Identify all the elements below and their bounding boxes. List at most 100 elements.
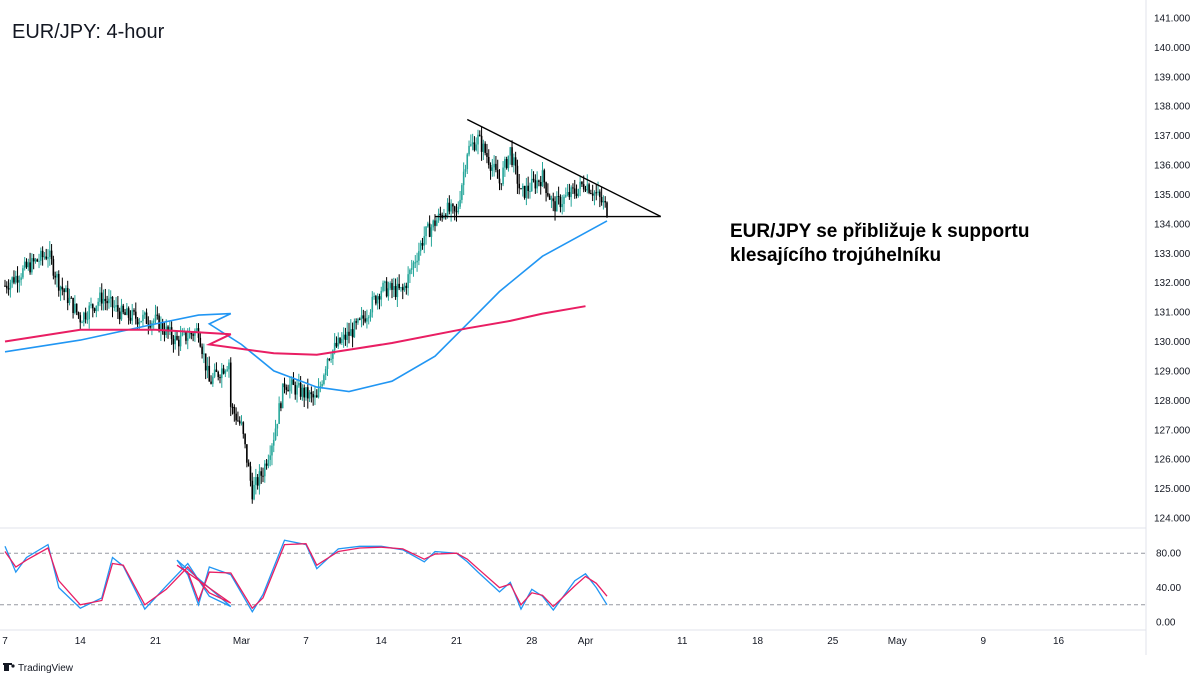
candle-body [498,178,501,184]
candle-body [326,358,329,369]
candle-body [217,371,220,378]
tradingview-logo: TradingView [3,663,74,674]
candle-body [428,223,431,237]
candle-body [195,328,198,331]
candle-body [493,163,495,168]
candle-body [156,314,159,316]
candle-body [231,406,234,408]
candle-body [93,308,96,312]
candle-body [521,185,524,189]
candle-body [310,392,313,395]
candle-body [294,384,297,395]
candle-body [281,383,284,409]
candle-body [185,331,187,341]
candle-body [91,304,94,309]
date-tick-label: 28 [526,636,538,647]
candle-body [557,196,560,198]
candle-body [434,220,436,226]
candle-body [351,329,354,338]
candle-body [532,178,535,181]
candle-body [385,281,388,297]
price-pane[interactable] [4,126,608,504]
candle-body [459,199,461,207]
candle-body [568,192,571,198]
candle-body [410,268,413,270]
date-tick-label: 14 [376,636,388,647]
candle-body [586,184,589,191]
candle-body [176,335,178,340]
candle-body [600,196,603,203]
candle-body [260,471,263,476]
candle-body [435,220,438,226]
candle-body [582,184,585,190]
candle-body [262,475,264,477]
candle-body [66,288,69,304]
candle-body [342,334,345,339]
candle-body [228,362,230,370]
candle-body [563,196,565,204]
candle-body [263,463,266,477]
candle-body [548,195,551,200]
candle-body [81,322,83,324]
candle-body [47,257,49,259]
price-tick-label: 139.000 [1154,72,1191,83]
candle-body [543,170,546,183]
tradingview-logo-icon [3,663,15,671]
candle-body [220,368,223,379]
date-tick-label: May [888,636,907,647]
candle-body [593,192,596,196]
candle-body [290,379,293,385]
candle-body [446,202,449,217]
candle-body [18,280,21,283]
candle-body [48,250,51,258]
date-tick-label: 7 [2,636,8,647]
candle-body [547,193,549,196]
candle-body [597,191,599,194]
candle-body [143,312,146,315]
candle-body [244,433,246,445]
candle-body [364,318,366,322]
candle-body [514,157,517,166]
candle-body [332,350,334,359]
candle-body [529,190,531,192]
candle-body [541,170,544,187]
candle-body [344,334,347,340]
candle-body [505,159,508,169]
candle-body [530,178,533,191]
candle-body [208,365,211,382]
candle-body [233,406,236,414]
candle-body [539,181,542,187]
candle-body [206,365,209,371]
candle-body [160,322,162,332]
candle-body [212,376,214,384]
candle-body [29,262,31,273]
candle-body [192,334,194,336]
candle-body [439,213,442,216]
candle-body [306,387,309,399]
candle-body [346,331,349,340]
candle-body [140,321,142,323]
candle-body [127,308,130,318]
candle-body [389,283,392,289]
candle-body [384,281,386,283]
candle-body [341,338,343,344]
candle-body [418,251,420,261]
stochastic-pane[interactable] [0,539,1146,613]
candle-body [229,362,232,407]
candle-body [455,211,458,213]
price-tick-label: 130.000 [1154,337,1191,348]
candle-body [186,338,189,341]
price-tick-label: 128.000 [1154,396,1191,407]
candle-body [516,165,519,184]
candle-body [556,196,558,212]
candle-body [367,317,370,319]
candle-body [376,296,379,304]
candle-body [362,315,365,319]
candle-body [265,463,268,466]
candle-body [314,395,316,398]
candle-body [427,223,429,227]
resistance-trendline[interactable] [466,118,662,218]
candle-body [215,369,218,372]
candle-body [335,342,338,347]
moving-averages [4,220,608,393]
